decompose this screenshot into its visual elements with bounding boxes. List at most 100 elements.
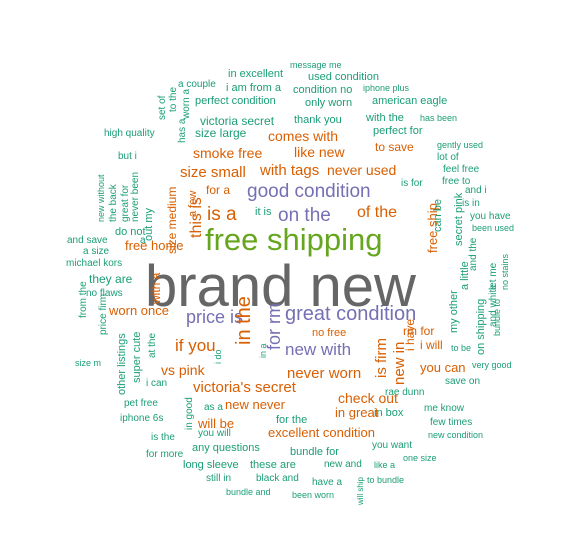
word-the-back: the back (108, 183, 119, 222)
word-i-will: i will (420, 338, 443, 352)
word-on-shipping: on shipping (475, 299, 487, 355)
word-only-worn: only worn (305, 97, 352, 109)
word-you-will: you will (198, 428, 231, 439)
word-i-do: i do (213, 349, 223, 364)
word-for-the: for the (276, 414, 307, 426)
word-bundle-to: bundle to (492, 299, 502, 336)
word-will-be: will be (197, 416, 234, 431)
word-still-in: still in (206, 473, 231, 484)
word-gently-used: gently used (437, 140, 483, 150)
word-one-size: one size (403, 453, 437, 463)
word-this-is: this is (188, 197, 205, 238)
word-save-on: save on (445, 376, 480, 387)
word-great-for: great for (120, 184, 131, 222)
word-super-cute: super cute (131, 332, 143, 383)
word-worn-once: worn once (108, 303, 169, 318)
word-to-be: to be (451, 343, 471, 353)
word-very-good: very good (472, 360, 512, 370)
word-with-the: with the (365, 112, 404, 124)
word-for-a: for a (206, 183, 230, 197)
word-from-the: from the (78, 281, 89, 318)
word-you-want: you want (372, 440, 412, 451)
word-and-the: and the (468, 237, 479, 271)
word-excellent-condition: excellent condition (268, 425, 375, 440)
word-on-the: on the (278, 205, 331, 226)
word-in-great: in great (335, 405, 379, 420)
word-iphone-plus: iphone plus (363, 83, 410, 93)
word-a-couple: a couple (178, 79, 216, 90)
word-it-is: it is (255, 206, 272, 218)
word-high-quality: high quality (104, 128, 155, 139)
word-size-large: size large (195, 126, 247, 140)
word-victoria-secret: victoria secret (200, 114, 275, 128)
word-new-in: new in (391, 342, 408, 385)
word-you-can: you can (420, 360, 466, 375)
word-rm-for: rm for (403, 324, 434, 338)
word-to-save: to save (375, 140, 414, 154)
word-never-used: never used (327, 162, 396, 178)
word-thank-you: thank you (294, 114, 342, 126)
word-new-with: new with (285, 340, 351, 359)
word-has-a: has a (177, 118, 188, 143)
word-as-a: as a (204, 402, 223, 413)
word-these-are: these are (250, 459, 296, 471)
word-iphone-6s: iphone 6s (120, 413, 163, 424)
word-a-size: a size (83, 246, 110, 257)
word-let-me: let me (488, 262, 499, 290)
word-have-a: have a (312, 477, 342, 488)
word-victoria-s-secret: victoria's secret (193, 379, 297, 396)
word-no-flaws: no flaws (86, 288, 123, 299)
word-my-other: my other (448, 290, 460, 333)
word-in-box: in box (374, 407, 404, 419)
word-new-without: new without (96, 174, 106, 222)
word-worn-a: worn a (181, 89, 192, 120)
word-perfect-condition: perfect condition (195, 95, 276, 107)
word-in-excellent: in excellent (228, 68, 283, 80)
word-can-be: can be (432, 199, 444, 232)
word-for-more: for more (146, 449, 184, 460)
word-like-new: like new (294, 144, 345, 160)
word-is-a: is a (207, 204, 237, 225)
word-never-worn: never worn (287, 365, 361, 382)
word-no-free: no free (312, 327, 346, 339)
word-they-are: they are (89, 272, 133, 286)
word-and-white: and white (488, 284, 499, 327)
word-never-been: never been (130, 172, 141, 222)
word-free-to: free to (442, 176, 471, 187)
word-brand-new: brand new (145, 254, 417, 319)
word-pet-free: pet free (124, 398, 158, 409)
word-in-good: in good (184, 397, 195, 430)
word-a-few: a few (187, 191, 199, 217)
word-new-and: new and (324, 459, 362, 470)
word-i-am-from-a: i am from a (226, 82, 282, 94)
word-in-the: in the (233, 296, 255, 345)
word-perfect-for: perfect for (373, 125, 423, 137)
word-with-tags: with tags (259, 162, 319, 179)
word-will-ship: will ship (356, 476, 365, 506)
word-smoke-free: smoke free (193, 145, 262, 161)
word-size-m: size m (75, 358, 101, 368)
word-is-for: is for (401, 178, 423, 189)
word-used-condition: used condition (308, 71, 379, 83)
word-new-condition: new condition (428, 430, 483, 440)
word-for-rm: for rm (264, 303, 284, 350)
word-in-a: in a (258, 343, 268, 358)
word-you-have: you have (470, 211, 511, 222)
word-good-condition: good condition (247, 181, 371, 202)
word-but-i: but i (118, 151, 137, 162)
word-bundle-for: bundle for (290, 446, 339, 458)
word-no-stains: no stains (500, 253, 510, 290)
word-with-a: with a (149, 272, 163, 305)
word-rae-dunn: rae dunn (385, 387, 424, 398)
word-long-sleeve: long sleeve (183, 459, 239, 471)
word-is-in: is in (462, 198, 480, 209)
word-message-me: message me (290, 60, 342, 70)
word-is-the: is the (151, 432, 175, 443)
word-american-eagle: american eagle (372, 95, 447, 107)
word-if-you: if you (175, 336, 216, 355)
word-been-worn: been worn (292, 490, 334, 500)
word-i-have: i have (403, 319, 417, 351)
word-i-can: i can (146, 378, 167, 389)
word-price-firm: price firm (98, 294, 109, 335)
